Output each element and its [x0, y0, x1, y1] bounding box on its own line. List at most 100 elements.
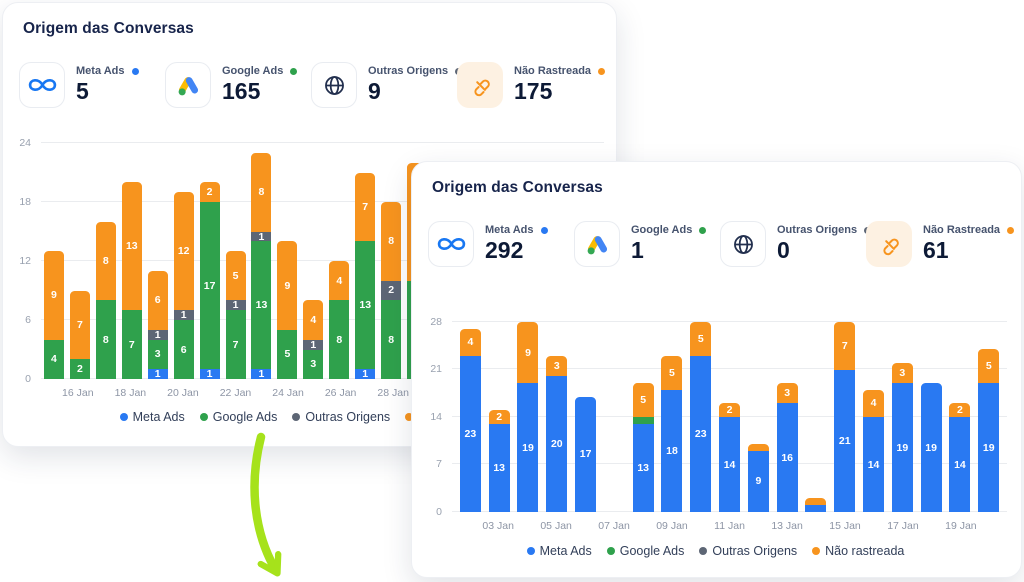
bar-value-label: 1 — [180, 309, 187, 322]
legend-label: Meta Ads — [539, 544, 592, 558]
bars-container: 4 9 2 7 8 8 7 13 1 3 1 6 6 1 12 1 17 2 7 1 5 1 13 1 8 5 9 3 1 4 8 4 1 13 7… — [41, 143, 430, 381]
segment-google-ads: 4 — [43, 339, 64, 379]
card-title: Origem das Conversas — [432, 179, 603, 196]
gridline — [41, 260, 604, 261]
bar-03-jan: 13 2 — [488, 410, 510, 512]
bar-value-label: 2 — [726, 404, 733, 417]
stat-text: Google Ads 1 — [631, 224, 707, 263]
bar-value-label: 3 — [784, 387, 791, 400]
x-axis-label — [304, 387, 325, 399]
segment-google-ads: 5 — [277, 329, 298, 379]
segment-google-ads: 8 — [329, 300, 350, 379]
bar-04-jan: 19 9 — [517, 322, 539, 512]
stat-value: 5 — [76, 78, 89, 105]
y-axis: 0 6 12 18 24 — [7, 137, 35, 385]
x-axis-label — [861, 520, 887, 532]
segment-nao-rastreada: 6 — [147, 270, 168, 330]
bar-slot: 19 — [917, 383, 946, 512]
bar-slot: 23 5 — [686, 322, 715, 512]
segment-nao-rastreada — [805, 498, 827, 506]
segment-nao-rastreada: 2 — [719, 403, 741, 417]
bar-value-label: 5 — [284, 348, 291, 361]
link-off-icon — [866, 221, 912, 267]
bar-value-label: 2 — [76, 363, 83, 376]
bar-slot: 23 4 — [456, 328, 485, 512]
stat-meta-ads: Meta Ads 5 — [19, 62, 165, 108]
conversas-card-front: Origem das Conversas Meta Ads 292 Google A… — [411, 161, 1022, 578]
stat-color-dot — [540, 226, 548, 234]
bar-value-label: 8 — [258, 186, 265, 199]
legend-dot — [606, 547, 615, 555]
x-axis-label: 05 Jan — [540, 520, 572, 532]
y-axis-label: 28 — [430, 316, 442, 328]
x-axis-label — [745, 520, 771, 532]
stat-text: Outras Origens 0 — [777, 224, 872, 263]
bar-value-label: 8 — [102, 333, 109, 346]
legend-dot — [699, 547, 708, 555]
stat-text: Google Ads 165 — [222, 65, 298, 104]
bar-value-label: 5 — [669, 366, 675, 379]
stat-label: Outras Origens — [777, 224, 858, 237]
bar-value-label: 5 — [697, 332, 704, 345]
x-axis-label: 09 Jan — [656, 520, 688, 532]
legend-label: Outras Origens — [712, 544, 798, 558]
bar-value-label: 1 — [258, 368, 265, 381]
bar-27-jan: 1 13 7 — [355, 172, 376, 381]
google-ads-logo-icon — [574, 221, 620, 267]
segment-meta-ads: 1 — [147, 368, 168, 380]
y-axis-label: 0 — [25, 373, 31, 385]
legend-item-outras-origens[interactable]: Outras Origens — [292, 410, 390, 424]
y-axis-label: 21 — [430, 363, 442, 375]
stat-nao-rastreada: Não Rastreada 175 — [457, 62, 606, 108]
stat-meta-ads: Meta Ads 292 — [428, 221, 574, 267]
stat-label: Outras Origens — [368, 65, 449, 78]
segment-meta-ads: 1 — [251, 368, 272, 381]
segment-outras-origens: 1 — [225, 299, 246, 311]
bar-value-label: 7 — [362, 201, 369, 213]
x-axis: 03 Jan 05 Jan 07 Jan 09 Jan 11 Jan 13 Jan 15 J… — [456, 520, 1003, 532]
bar-slot: 19 3 — [888, 362, 917, 512]
segment-google-ads: 13 — [355, 241, 376, 370]
x-axis-label: 07 Jan — [598, 520, 630, 532]
bar-value-label: 19 — [982, 441, 995, 454]
segment-nao-rastreada: 8 — [381, 201, 402, 281]
bar-value-label: 13 — [493, 461, 506, 474]
legend-item-meta-ads[interactable]: Meta Ads — [526, 544, 592, 558]
x-axis-label: 18 Jan — [114, 387, 147, 399]
bar-slot — [802, 498, 831, 512]
segment-nao-rastreada: 3 — [546, 355, 568, 377]
bar-21-jan: 1 17 2 — [199, 182, 220, 380]
legend-label: Meta Ads — [132, 410, 185, 424]
legend-item-nao-rastreada[interactable]: Não rastreada — [812, 544, 904, 558]
y-axis-label: 7 — [436, 458, 442, 470]
bar-value-label: 6 — [154, 294, 161, 307]
globe-icon — [720, 221, 766, 267]
bar-18-jan: 19 — [920, 383, 942, 512]
x-axis-label — [251, 387, 272, 399]
x-axis-label — [977, 520, 1003, 532]
stat-value: 175 — [514, 78, 553, 105]
bar-value-label: 23 — [694, 427, 707, 440]
x-axis-label: 20 Jan — [167, 387, 199, 399]
bar-value-label: 1 — [362, 368, 369, 381]
y-axis-label: 18 — [19, 196, 31, 208]
bar-value-label: 23 — [464, 427, 477, 440]
segment-nao-rastreada: 8 — [95, 221, 116, 301]
segment-meta-ads: 19 — [920, 383, 942, 512]
bar-20-jan: 19 5 — [978, 349, 1000, 512]
x-axis-label: 19 Jan — [945, 520, 977, 532]
legend-dot — [526, 547, 535, 555]
legend-dot — [405, 413, 414, 421]
segment-nao-rastreada: 4 — [303, 300, 324, 340]
segment-meta-ads: 14 — [863, 417, 885, 512]
segment-nao-rastreada: 8 — [251, 152, 272, 232]
legend-item-google-ads[interactable]: Google Ads — [199, 410, 277, 424]
legend-item-meta-ads[interactable]: Meta Ads — [119, 410, 185, 424]
stat-label: Não Rastreada — [923, 224, 1001, 237]
stat-label: Google Ads — [631, 224, 693, 237]
legend-item-google-ads[interactable]: Google Ads — [606, 544, 684, 558]
legend-item-outras-origens[interactable]: Outras Origens — [699, 544, 797, 558]
bar-slot: 7 1 5 — [223, 251, 249, 379]
